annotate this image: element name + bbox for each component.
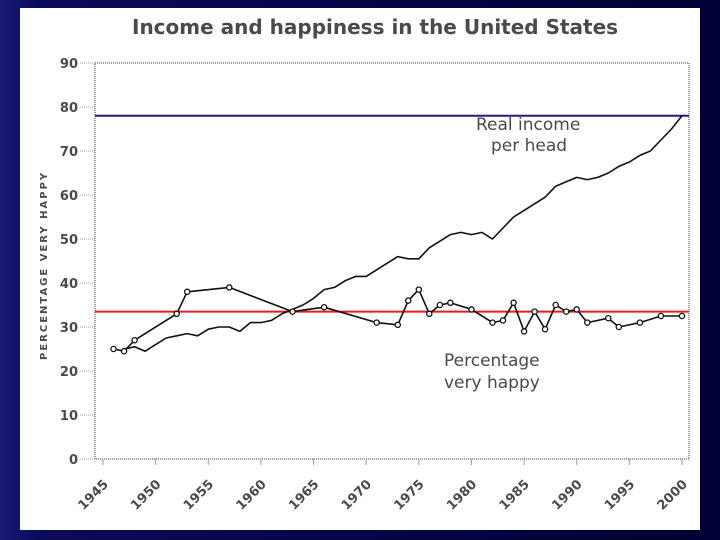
y-tick-label: 10 (60, 409, 78, 424)
happiness-point (394, 321, 402, 329)
happiness-point (289, 308, 296, 315)
y-tick-label: 60 (60, 189, 78, 204)
y-tick-label: 20 (60, 365, 78, 380)
happiness-point (605, 314, 612, 322)
x-tick-label: 1945 (76, 477, 112, 513)
happiness-point (131, 336, 138, 344)
plot-frame (94, 62, 690, 460)
x-tick-label: 1980 (444, 477, 480, 513)
happiness-point (426, 310, 433, 318)
chart-title: Income and happiness in the United State… (132, 15, 618, 39)
income-line (123, 115, 683, 353)
x-tick-label: 1970 (339, 477, 375, 513)
x-tick-label: 1950 (128, 477, 164, 513)
happiness-point (468, 306, 475, 313)
happiness-point (120, 347, 128, 355)
x-tick-label: 1960 (234, 477, 270, 513)
x-tick-label: 1990 (549, 477, 585, 513)
happiness-point (373, 319, 380, 326)
y-tick-label: 0 (69, 453, 78, 468)
happiness-point (657, 312, 665, 320)
happiness-point (436, 301, 444, 309)
happiness-point (447, 299, 454, 307)
x-tick-label: 1985 (497, 477, 533, 513)
y-tick-label: 40 (60, 277, 78, 292)
x-tick-label: 2000 (655, 477, 691, 513)
happiness-point (183, 288, 191, 296)
happiness-point (405, 297, 412, 304)
happiness-point (615, 323, 623, 331)
happiness-line (113, 286, 682, 353)
happy-label-line-2: very happy (444, 373, 540, 393)
y-axis-label: PERCENTAGE VERY HAPPY (39, 171, 50, 360)
happiness-point (415, 286, 423, 293)
happiness-point (320, 303, 328, 311)
happiness-point (573, 306, 580, 313)
happiness-point (520, 328, 528, 335)
happiness-point (552, 301, 559, 309)
income-label-line-2: per head (491, 136, 567, 156)
happiness-point (489, 319, 496, 326)
x-tick-label: 1965 (286, 477, 322, 513)
happiness-point (562, 308, 570, 315)
happiness-point (110, 345, 117, 353)
happiness-point (584, 319, 591, 326)
happy-label-line-1: Percentage (444, 351, 540, 371)
happiness-point (541, 325, 549, 333)
chart: Income and happiness in the United State… (39, 15, 691, 513)
y-tick-label: 30 (60, 321, 78, 336)
happiness-point (510, 299, 517, 307)
income-label-line-1: Real income (476, 115, 580, 135)
happiness-point (678, 312, 686, 320)
y-tick-label: 70 (60, 145, 78, 160)
x-tick-label: 1955 (181, 477, 217, 513)
happiness-point (173, 310, 180, 318)
happiness-point (226, 284, 233, 291)
y-tick-label: 90 (60, 57, 78, 72)
happiness-point (636, 319, 644, 326)
slide: Income and happiness in the United State… (20, 8, 700, 530)
y-tick-label: 80 (60, 101, 78, 116)
x-tick-label: 1995 (602, 477, 638, 513)
happiness-point (531, 308, 538, 315)
happiness-point (499, 317, 507, 324)
y-tick-label: 50 (60, 233, 78, 248)
x-tick-label: 1975 (391, 477, 427, 513)
